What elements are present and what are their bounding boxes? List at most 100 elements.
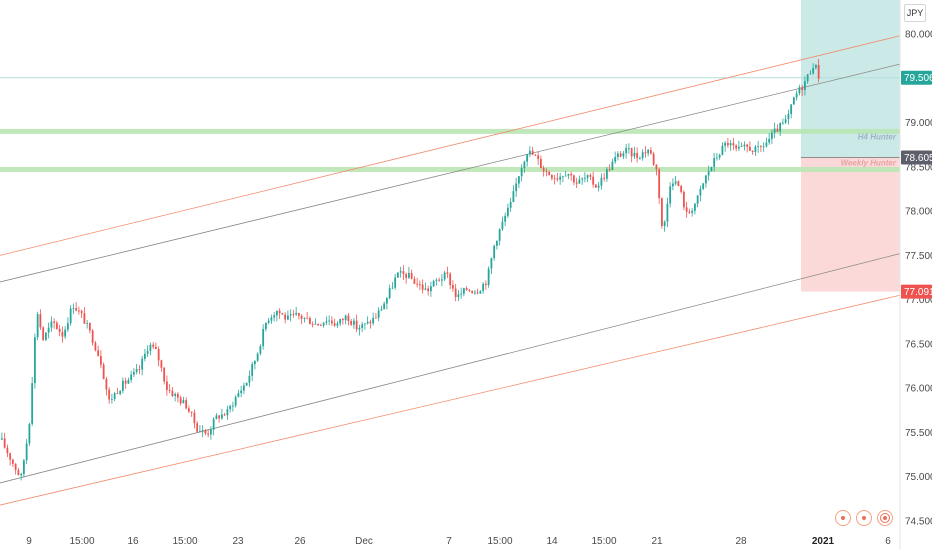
- candle-body: [298, 312, 300, 316]
- candle-body: [696, 195, 699, 204]
- candle-body: [622, 153, 625, 157]
- target-icon[interactable]: [835, 510, 851, 526]
- candle-body: [204, 430, 207, 434]
- currency-label[interactable]: JPY: [904, 4, 926, 22]
- candle-body: [361, 324, 364, 328]
- candle-body: [413, 278, 416, 284]
- candle-body: [798, 87, 801, 94]
- candle-body: [625, 148, 628, 154]
- candle-body: [669, 186, 672, 204]
- price-tick-label: 79.000: [905, 118, 932, 129]
- candle-body: [724, 142, 727, 146]
- candle-body: [144, 353, 146, 359]
- candle-body: [699, 188, 702, 196]
- ring-target-icon[interactable]: [877, 510, 893, 526]
- candle-body: [196, 423, 199, 432]
- candle-body: [468, 290, 471, 291]
- candle-body: [146, 351, 149, 354]
- candle-body: [56, 322, 58, 329]
- candle-body: [243, 385, 245, 391]
- candle-body: [256, 353, 259, 361]
- candle-body: [581, 178, 584, 180]
- candle-body: [441, 279, 443, 281]
- candle-body: [372, 317, 375, 324]
- candle-body: [457, 294, 460, 298]
- price-tick-label: 75.500: [905, 428, 932, 439]
- candle-body: [311, 324, 314, 325]
- candle-body: [174, 393, 177, 396]
- time-tick-label: 2021: [812, 536, 835, 547]
- candle-body: [735, 145, 738, 149]
- candle-body: [410, 272, 413, 279]
- candle-body: [94, 342, 97, 351]
- candle-body: [53, 321, 56, 323]
- candle-body: [386, 298, 388, 304]
- channel-red-lower: [0, 294, 901, 506]
- candle-body: [6, 447, 9, 454]
- candle-body: [754, 146, 757, 152]
- candle-body: [677, 181, 680, 186]
- candle-body: [611, 161, 614, 171]
- candle-body: [658, 169, 661, 199]
- candle-body: [113, 393, 116, 400]
- candle-body: [177, 393, 179, 398]
- candle-body: [163, 367, 166, 382]
- candle-body: [713, 158, 716, 167]
- time-tick-label: 14: [546, 536, 558, 547]
- candle-body: [166, 381, 168, 391]
- candle-body: [91, 330, 94, 343]
- candle-body: [201, 430, 204, 432]
- candle-body: [751, 150, 754, 152]
- candle-body: [320, 325, 322, 327]
- time-axis[interactable]: 9 15:00 16 15:00 23 26 Dec 7 15:00 14 15:00 21 28 202…: [26, 536, 891, 547]
- candle-body: [768, 138, 771, 143]
- candle-body: [355, 320, 358, 330]
- target-icon[interactable]: [856, 510, 872, 526]
- candle-body: [138, 369, 141, 370]
- time-tick-label: 7: [446, 536, 452, 547]
- candle-body: [606, 169, 608, 179]
- price-tick-label: 78.000: [905, 207, 932, 218]
- candle-body: [762, 146, 765, 148]
- candle-body: [691, 210, 694, 213]
- candle-body: [369, 321, 372, 324]
- candle-body: [553, 178, 556, 180]
- candle-body: [306, 317, 309, 319]
- candle-body: [727, 142, 729, 146]
- candle-body: [537, 155, 540, 159]
- candle-body: [42, 327, 45, 340]
- candle-body: [757, 146, 760, 147]
- candle-body: [295, 312, 298, 315]
- lines-layer: [0, 35, 901, 506]
- candle-body: [683, 191, 685, 208]
- candle-body: [366, 321, 369, 324]
- time-tick-label: Dec: [355, 536, 373, 547]
- candle-body: [155, 346, 157, 350]
- candle-body: [276, 310, 278, 316]
- candle-body: [809, 73, 812, 75]
- candle-body: [817, 64, 820, 79]
- candle-body: [157, 349, 160, 361]
- entry-price-tag-bg: [901, 150, 932, 165]
- stop-zone: [801, 157, 900, 292]
- candle-body: [251, 364, 254, 376]
- candle-body: [336, 323, 339, 326]
- candle-body: [141, 358, 144, 370]
- time-tick-label: 15:00: [172, 536, 197, 547]
- candle-body: [240, 390, 243, 394]
- candle-body: [353, 320, 355, 325]
- channel-red-upper: [0, 35, 901, 256]
- candle-body: [738, 146, 740, 149]
- candle-body: [575, 182, 578, 184]
- candle-body: [721, 145, 724, 155]
- candle-body: [806, 74, 809, 82]
- candle-body: [375, 317, 377, 319]
- time-tick-label: 15:00: [69, 536, 94, 547]
- candle-body: [801, 87, 804, 91]
- candle-body: [812, 67, 815, 74]
- candle-body: [223, 414, 226, 416]
- candle-body: [232, 405, 234, 407]
- candle-body: [666, 203, 669, 222]
- candle-body: [116, 393, 119, 394]
